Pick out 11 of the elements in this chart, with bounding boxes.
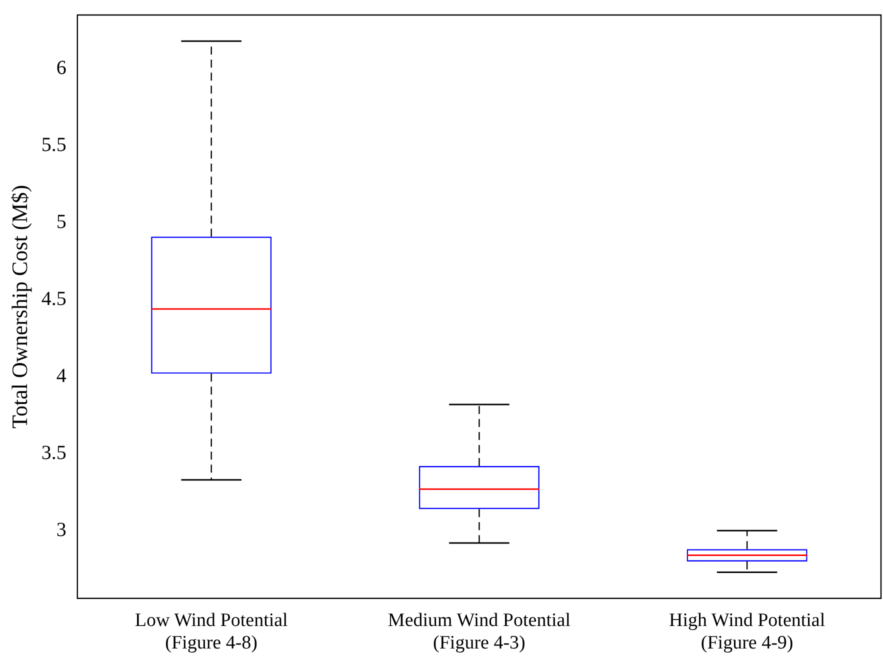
y-tick-label: 5.5 [41,134,66,156]
y-tick-label: 5 [56,211,66,234]
y-axis-title: Total Ownership Cost (M$) [6,184,32,428]
x-tick-label: High Wind Potential (Figure 4-9) [668,610,826,654]
y-tick-label: 6 [56,57,66,80]
y-tick-label: 4.5 [41,288,66,310]
y-tick-label: 3 [56,518,66,541]
y-tick-label: 4 [56,364,66,387]
y-tick-label: 3.5 [41,442,66,464]
x-tick-label: Medium Wind Potential (Figure 4-3) [388,610,570,654]
x-tick-label: Low Wind Potential (Figure 4-8) [134,610,288,654]
